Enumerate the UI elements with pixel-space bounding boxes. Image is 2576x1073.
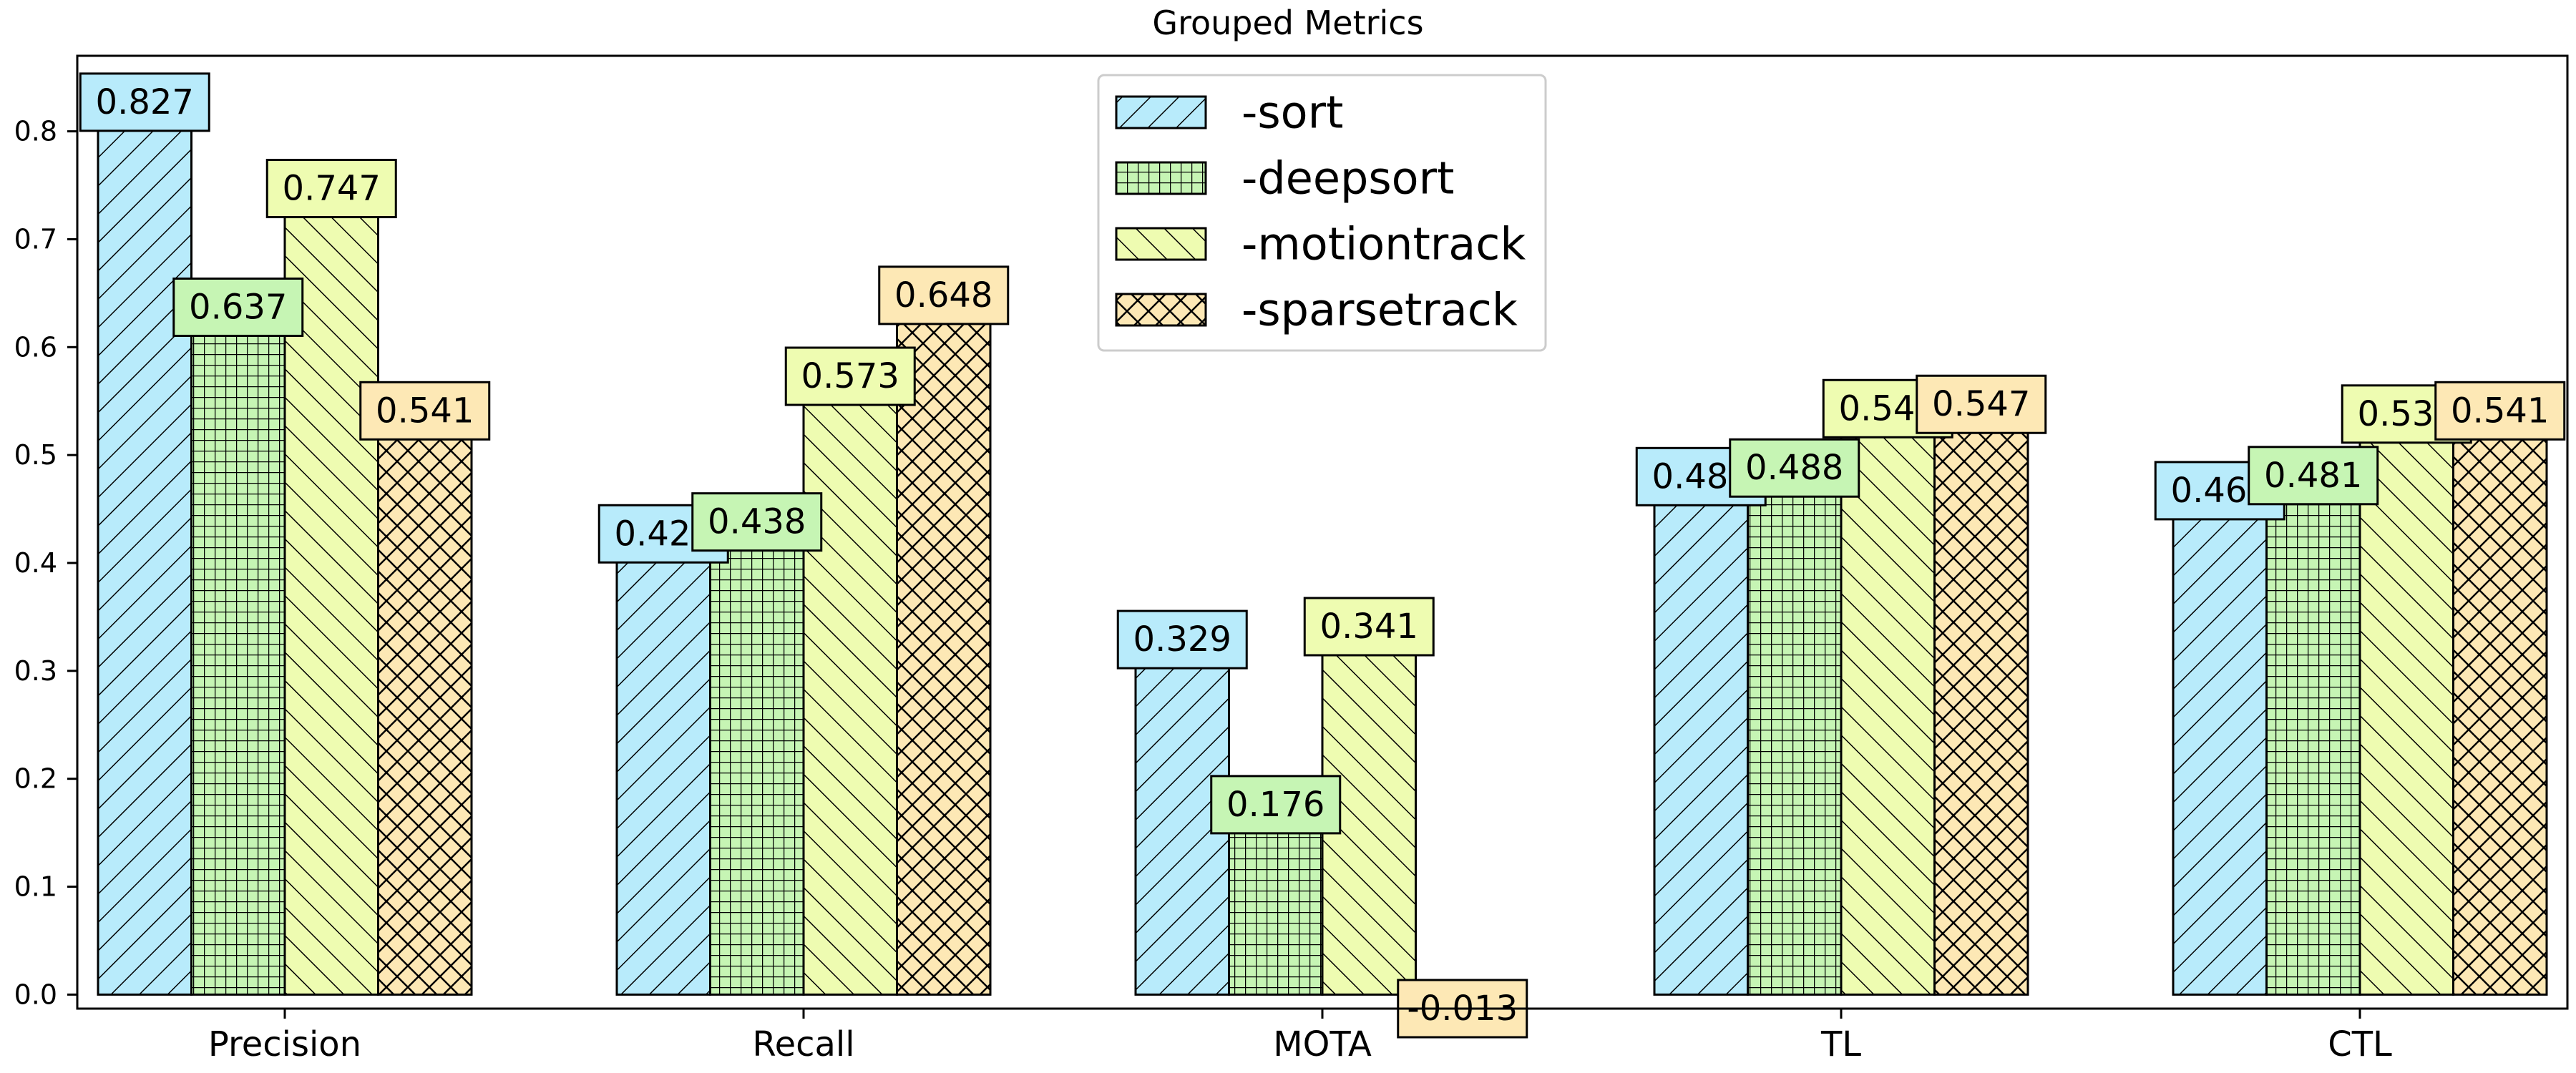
- svg-text:0.341: 0.341: [1320, 607, 1418, 647]
- y-tick-label: 0.2: [14, 763, 57, 795]
- data-label: 0.541: [359, 381, 491, 441]
- data-label: 0.488: [1729, 438, 1860, 498]
- svg-text:0.547: 0.547: [1932, 384, 2030, 424]
- svg-text:0.827: 0.827: [96, 82, 194, 122]
- svg-text:0.648: 0.648: [894, 275, 992, 315]
- svg-text:0.329: 0.329: [1133, 619, 1231, 660]
- svg-text:-deepsort: -deepsort: [1241, 152, 1454, 205]
- data-label: 0.481: [2248, 446, 2379, 506]
- svg-text:-sort: -sort: [1241, 87, 1343, 139]
- y-tick-label: 0.6: [14, 331, 57, 363]
- svg-text:0.541: 0.541: [2451, 391, 2549, 431]
- y-tick-label: 0.5: [14, 439, 57, 471]
- bar: [2172, 489, 2268, 996]
- bar: [1747, 466, 1843, 996]
- data-label: 0.573: [784, 346, 916, 406]
- bar: [2265, 474, 2361, 996]
- bar: [896, 294, 992, 996]
- bar: [1321, 625, 1417, 996]
- chart-title: Grouped Metrics: [1152, 4, 1423, 42]
- y-tick-label: 0.4: [14, 547, 57, 579]
- legend-item: -motiontrack: [1115, 218, 1526, 270]
- svg-text:0.747: 0.747: [283, 169, 381, 209]
- svg-text:-sparsetrack: -sparsetrack: [1241, 284, 1518, 336]
- legend-item: -deepsort: [1115, 152, 1454, 205]
- svg-text:0.541: 0.541: [376, 391, 474, 431]
- data-label: 0.341: [1303, 597, 1435, 657]
- svg-text:0.438: 0.438: [708, 502, 806, 542]
- x-tick-label: Recall: [752, 1024, 854, 1064]
- legend-item: -sort: [1115, 87, 1343, 139]
- bar: [377, 409, 473, 996]
- bar: [1840, 407, 1936, 996]
- x-tick-label: TL: [1820, 1024, 1861, 1064]
- bar: [709, 521, 805, 996]
- data-label: 0.438: [691, 492, 823, 552]
- svg-text:0.573: 0.573: [801, 356, 899, 396]
- data-label: 0.541: [2434, 381, 2566, 441]
- legend-frame: [1097, 74, 1547, 352]
- y-tick-label: 0.0: [14, 979, 57, 1010]
- data-label: 0.747: [265, 159, 397, 219]
- y-tick-label: 0.7: [14, 223, 57, 255]
- svg-text:0.176: 0.176: [1226, 785, 1324, 825]
- svg-text:0.481: 0.481: [2264, 456, 2362, 496]
- x-tick-label: CTL: [2328, 1024, 2392, 1064]
- data-label: 0.827: [79, 72, 210, 132]
- svg-text:0.488: 0.488: [1745, 448, 1843, 488]
- legend: -sort -deepsort -motiontrack -sparsetrack: [1097, 74, 1547, 352]
- svg-text:0.637: 0.637: [189, 287, 287, 327]
- bar: [1933, 403, 2029, 996]
- y-tick-label: 0.3: [14, 655, 57, 687]
- data-label: 0.329: [1116, 609, 1248, 670]
- legend-item: -sparsetrack: [1115, 284, 1518, 336]
- bar: [802, 375, 898, 996]
- y-tick-label: 0.8: [14, 116, 57, 147]
- bar: [190, 305, 286, 996]
- x-tick-label: Precision: [208, 1024, 361, 1064]
- data-label: 0.547: [1916, 374, 2047, 434]
- data-label: 0.637: [172, 277, 304, 337]
- y-tick-label: 0.1: [14, 871, 57, 903]
- x-tick-label: MOTA: [1273, 1024, 1372, 1064]
- svg-text:-motiontrack: -motiontrack: [1241, 218, 1526, 270]
- bar: [615, 532, 711, 996]
- bar: [2358, 413, 2454, 996]
- bar: [1228, 803, 1324, 996]
- bar: [97, 101, 192, 996]
- bar: [2452, 409, 2548, 996]
- data-label: 0.176: [1210, 775, 1342, 835]
- data-label: 0.648: [878, 265, 1010, 325]
- bar: [1653, 475, 1749, 996]
